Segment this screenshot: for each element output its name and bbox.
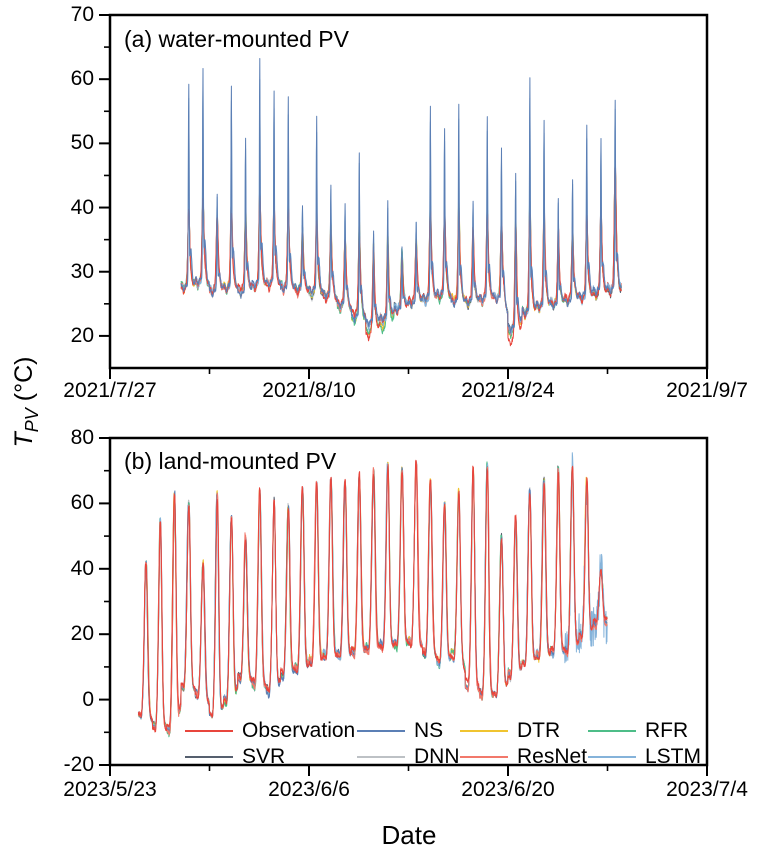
legend-label: LSTM [645,745,702,768]
legend-entry-svr: SVR [185,744,285,770]
x-tick-label: 2023/5/23 [63,778,157,801]
legend-entry-observation: Observation [185,718,355,744]
legend-entry-dtr: DTR [460,718,560,744]
legend-line-swatch-dtr [460,730,508,732]
y-tick-label: 20 [70,323,94,347]
y-tick-label: 30 [70,259,94,283]
legend-label: RFR [645,719,689,742]
legend-label: DTR [517,719,561,742]
legend-label: DNN [414,745,460,768]
x-tick-label: 2021/8/10 [262,379,356,402]
series-line-observation-panel-b [137,459,608,733]
y-tick-label: 60 [70,491,94,515]
legend-line-swatch-rfr [588,730,636,732]
y-tick-label: 50 [70,131,94,155]
legend-line-swatch-lstm [588,756,636,758]
y-tick-label: -20 [63,753,94,776]
x-tick-label: 2021/9/7 [666,379,748,402]
legend-label: ResNet [517,745,588,768]
legend-label: Observation [242,719,356,742]
panel-a-title: (a) water-mounted PV [124,26,349,52]
legend-entry-resnet: ResNet [460,744,587,770]
x-tick-label: 2021/8/24 [461,379,555,402]
legend-line-swatch-resnet [460,756,508,758]
plot-frame-b [108,436,709,767]
x-axis-title: Date [381,820,437,850]
x-tick-label: 2023/6/20 [461,778,555,801]
y-tick-label: 0 [82,687,94,711]
legend-line-swatch-svr [185,756,233,758]
panel-b-title: (b) land-mounted PV [124,448,337,474]
x-tick-label: 2021/7/27 [63,379,157,402]
legend-entry-ns: NS [357,718,443,744]
y-tick-label: 60 [70,67,94,91]
y-axis-title-unit: (°C) [10,356,38,402]
legend-line-swatch-dnn [357,756,405,758]
legend-entry-lstm: LSTM [588,744,701,770]
y-tick-label: 20 [70,622,94,646]
x-tick-label: 2023/7/4 [666,778,748,801]
x-tick-label: 2023/6/6 [268,778,350,801]
legend-line-swatch-observation [185,730,233,732]
y-tick-label: 40 [70,195,94,219]
plot-frame-a [108,13,709,370]
legend-entry-dnn: DNN [357,744,460,770]
y-tick-label: 70 [70,3,94,26]
y-tick-label: 80 [70,426,94,449]
legend-entry-rfr: RFR [588,718,688,744]
legend-label: SVR [242,745,286,768]
legend-label: NS [414,719,444,742]
legend-line-swatch-ns [357,730,405,732]
series-line-ns-panel-a [180,58,622,334]
y-tick-label: 40 [70,556,94,580]
